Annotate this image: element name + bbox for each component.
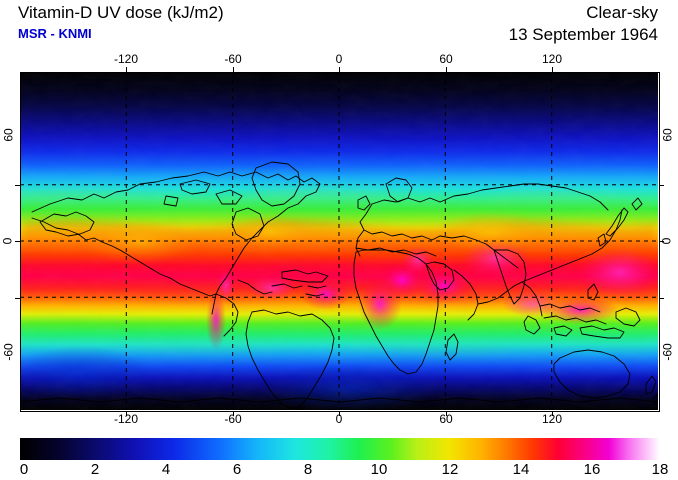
colorbar-tick-label: 12 — [441, 461, 459, 478]
right-tick-label: -60 — [660, 343, 675, 361]
colorbar-tick-label: 0 — [19, 461, 29, 478]
sky-condition-label: Clear-sky — [586, 3, 658, 22]
top-tick-label: 0 — [335, 52, 343, 66]
top-tick-label: -120 — [113, 52, 139, 66]
bottom-tick-label: 120 — [541, 412, 563, 426]
heatmap-field — [20, 72, 658, 410]
colorbar-tick-label: 2 — [90, 461, 100, 478]
right-tick-label: 60 — [660, 128, 675, 142]
coastlines — [20, 161, 658, 409]
colorbar-tick-label: 10 — [370, 461, 388, 478]
right-tick-label: 0 — [659, 237, 674, 245]
bottom-tick-label: 60 — [439, 412, 453, 426]
colorbar-tick-label: 8 — [303, 461, 313, 478]
bottom-tick-label: 0 — [335, 412, 343, 426]
date-label: 13 September 1964 — [508, 25, 658, 44]
top-tick-label: 60 — [439, 52, 453, 66]
page-title: Vitamin-D UV dose (kJ/m2) — [18, 3, 224, 22]
bottom-tick-label: -120 — [113, 412, 139, 426]
left-tick-label: 60 — [1, 128, 16, 142]
left-tick-label: 0 — [0, 237, 15, 245]
colorbar-tick-label: 4 — [161, 461, 171, 478]
map-svg — [20, 72, 658, 410]
left-tick-label: -60 — [1, 343, 16, 361]
colorbar-tick-label: 16 — [583, 461, 601, 478]
colorbar-tick-label: 18 — [651, 461, 669, 478]
graticule — [20, 72, 658, 410]
figure-header: Vitamin-D UV dose (kJ/m2) MSR - KNMI Cle… — [0, 0, 678, 52]
top-tick-label: -60 — [224, 52, 242, 66]
world-map-heatmap — [20, 72, 658, 410]
colorbar-gradient — [20, 438, 660, 460]
colorbar-tick-label: 6 — [232, 461, 242, 478]
colorbar-tick-label: 14 — [512, 461, 530, 478]
colorbar — [20, 438, 660, 460]
bottom-tick-label: -60 — [224, 412, 242, 426]
top-tick-label: 120 — [541, 52, 563, 66]
data-source-label: MSR - KNMI — [18, 26, 92, 41]
